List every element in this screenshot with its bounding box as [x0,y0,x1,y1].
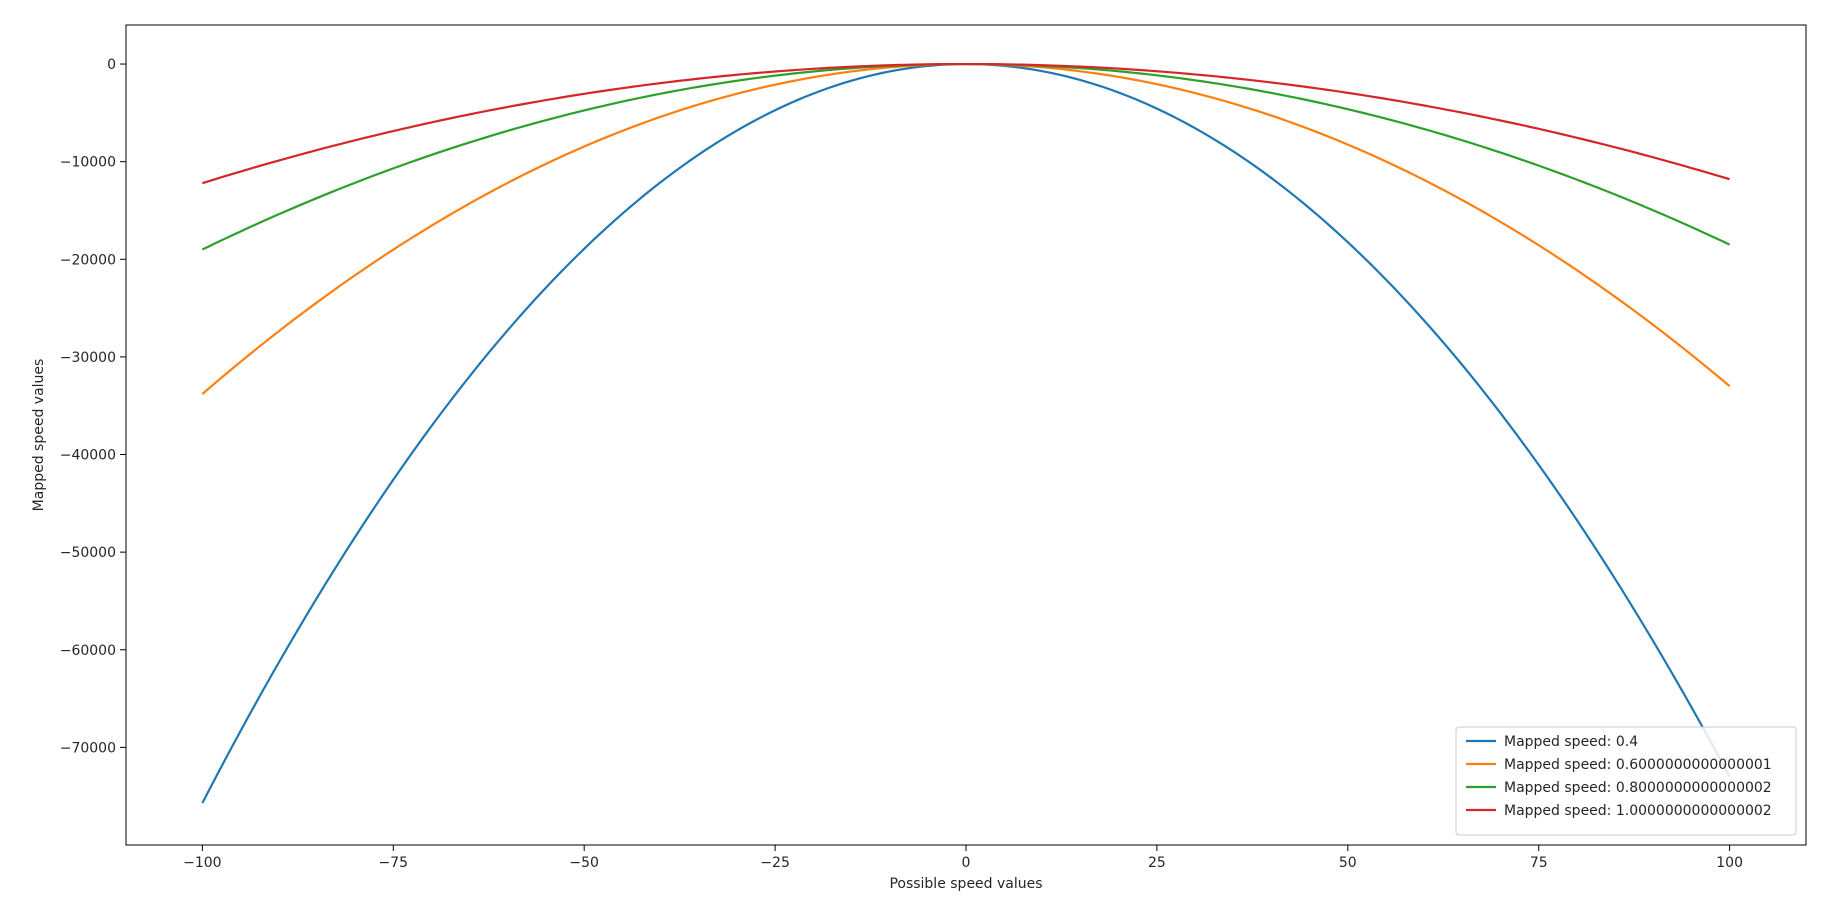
legend-label-4: Mapped speed: 1.0000000000000002 [1504,803,1772,819]
y-tick-label: −50000 [60,545,116,561]
x-axis: −100 −75 −50 −25 0 25 50 75 100 [183,845,1743,871]
x-axis-label: Possible speed values [889,876,1042,892]
series-line-4 [202,62,1730,185]
x-tick-label: 0 [962,855,971,871]
x-tick-label: −50 [569,855,599,871]
legend-label-3: Mapped speed: 0.8000000000000002 [1504,780,1772,796]
y-tick-label: −70000 [60,740,116,756]
series-line-2 [201,62,1731,395]
legend-box [1455,726,1797,836]
x-tick-label: −25 [760,855,790,871]
y-tick-label: −10000 [60,155,116,171]
legend-label-1: Mapped speed: 0.4 [1504,734,1638,750]
y-tick-label: 0 [107,57,116,73]
plot-frame [125,24,1807,846]
x-tick-label: −100 [183,855,221,871]
y-tick-label: −30000 [60,350,116,366]
series-layer [201,62,1731,804]
series-line-1 [201,62,1731,804]
legend-label-2: Mapped speed: 0.6000000000000001 [1504,757,1772,773]
y-axis-label: Mapped speed values [31,359,47,512]
x-tick-label: 75 [1530,855,1548,871]
y-tick-label: −20000 [60,252,116,268]
y-axis: 0 −10000 −20000 −30000 −40000 −50000 −60000 −70… [60,57,126,756]
x-tick-label: 25 [1148,855,1166,871]
y-tick-label: −60000 [60,643,116,659]
legend: Mapped speed: 0.4 Mapped speed: 0.6000000… [1455,726,1797,836]
x-tick-label: −75 [378,855,408,871]
y-tick-label: −40000 [60,448,116,464]
x-tick-label: 100 [1716,855,1743,871]
x-tick-label: 50 [1339,855,1357,871]
